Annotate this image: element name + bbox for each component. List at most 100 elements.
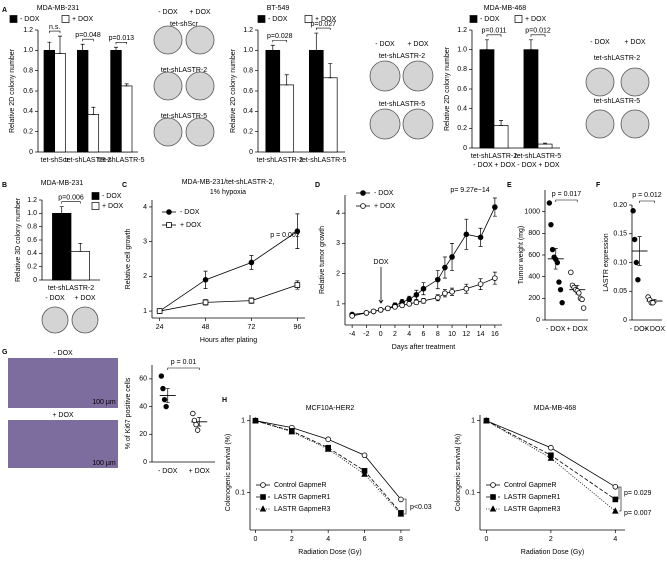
y-tick-label: 1 [471, 418, 475, 425]
y-tick-label: 20 [139, 431, 147, 438]
marker [559, 299, 565, 306]
y-axis-label: Relative 2D colony number [230, 48, 237, 133]
marker [547, 454, 555, 461]
legend-label: - DOX [268, 16, 288, 23]
marker [385, 305, 391, 312]
y-tick-label: 0.2 [457, 125, 467, 132]
y-tick-label: 0.8 [243, 68, 253, 75]
y-tick-label: 60 [139, 376, 147, 383]
error-bar [47, 41, 52, 51]
x-tick-label: 0 [379, 331, 383, 338]
marker [363, 310, 370, 316]
colony-plate [153, 117, 183, 147]
y-axis-label: Relative tumor growth [319, 226, 326, 294]
x-tick-label: 4 [407, 331, 411, 338]
series-line [159, 230, 298, 312]
histology-image [8, 358, 118, 408]
legend-label: Control GapmeR [274, 482, 327, 489]
y-tick-label: 1.0 [243, 47, 253, 54]
bar [523, 49, 539, 149]
histology-image [8, 420, 118, 468]
x-tick-label: 4 [326, 536, 330, 543]
legend-swatch [91, 192, 100, 200]
y-tick-label: 0.10 [613, 259, 627, 266]
y-axis-label: LASTR expression [603, 233, 610, 291]
error-bar [114, 46, 118, 51]
colony-plate [153, 25, 183, 55]
legend-marker [259, 505, 267, 512]
x-tick-label: 0 [254, 536, 258, 543]
chart-title: MDA-MB-231 [37, 5, 80, 12]
y-tick-label: 1.2 [23, 27, 33, 34]
x-tick-label: 16 [491, 331, 499, 338]
chart-title: MDA-MB-231/tet-shLASTR-2, [182, 179, 275, 186]
x-sublabel: - DOX [473, 162, 493, 169]
image-label: - DOX [53, 350, 73, 357]
annotation: p=0.027 [311, 21, 337, 28]
y-axis-label: Colonogenic survival (%) [455, 434, 462, 511]
legend-swatch [257, 15, 266, 23]
marker [548, 444, 554, 451]
marker [442, 290, 448, 297]
image-label: - DOX [158, 9, 178, 16]
panel-label: E [507, 182, 512, 189]
y-tick-label: 1000 [524, 209, 540, 216]
y-axis-label: Relative 2D colony number [444, 46, 451, 131]
bar [537, 143, 553, 149]
legend-label: - DOX [102, 193, 122, 200]
series-line [159, 284, 298, 312]
legend-swatch [61, 15, 70, 23]
legend-label: LASTR GapmeR3 [504, 506, 561, 513]
marker [492, 275, 498, 281]
y-tick-label: 0.6 [23, 88, 33, 95]
legend-label: Control GapmeR [504, 482, 557, 489]
bar [479, 49, 495, 149]
colony-plate [369, 108, 401, 140]
marker [252, 416, 259, 424]
y-axis-label: Relative 3D colony number [15, 197, 22, 282]
x-tick-label: -2 [363, 331, 369, 338]
colony-plate [620, 109, 650, 139]
y-tick-label: 0.6 [243, 88, 253, 95]
bar [279, 84, 295, 153]
y-tick-label: 1.2 [27, 197, 37, 204]
image-label: + DOX [624, 39, 646, 46]
marker [160, 385, 166, 392]
sig-bracket [61, 201, 81, 204]
x-sublabel: + DOX [494, 162, 516, 169]
marker [288, 428, 296, 435]
annotation: DOX [373, 259, 389, 266]
y-tick-label: 0.20 [613, 202, 627, 209]
image-label: + DOX [189, 9, 211, 16]
colony-plate [185, 117, 215, 147]
marker [477, 234, 484, 241]
error-bar [484, 39, 489, 51]
annotation: p = 0.002 [270, 232, 299, 239]
colony-plate [153, 71, 183, 101]
annotation: p=0.028 [267, 33, 293, 40]
y-tick-label: 1 [241, 418, 245, 425]
x-tick-label: 12 [462, 331, 470, 338]
marker [442, 264, 448, 271]
colony-plate [41, 306, 69, 334]
legend-marker [360, 203, 366, 209]
marker [556, 279, 562, 285]
annotation: p= 0.007 [624, 510, 652, 517]
y-tick-label: 4 [143, 204, 147, 211]
error-bar [543, 142, 548, 145]
x-axis-label: Radiation Dose (Gy) [521, 549, 584, 556]
marker [492, 204, 498, 210]
image-label: tet-shLASTR-5 [161, 113, 207, 120]
colony-plate [71, 306, 99, 334]
legend-marker [490, 494, 496, 500]
marker [434, 294, 441, 301]
series-line [352, 277, 496, 317]
legend-label: - DOX [480, 16, 500, 23]
x-tick-label: tet-shLASTR-5 [515, 153, 561, 160]
marker [463, 231, 470, 238]
arrow [378, 267, 384, 304]
legend-marker [490, 482, 496, 488]
image-label: tet-shLASTR-2 [379, 53, 425, 60]
x-tick-label: 24 [156, 324, 164, 331]
